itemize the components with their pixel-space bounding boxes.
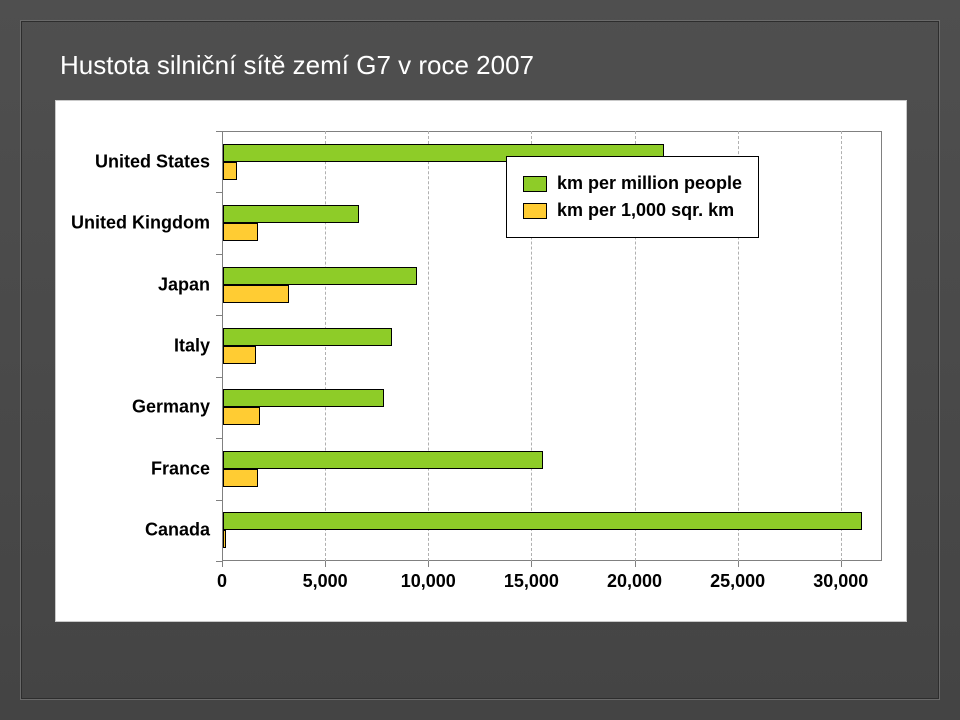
bar-km-per-million-people (223, 267, 417, 285)
gridline (841, 131, 842, 561)
x-tick-mark (428, 561, 429, 567)
bar-km-per-million-people (223, 512, 862, 530)
legend-swatch (523, 203, 547, 219)
bar-km-per-1000-sqkm (223, 346, 256, 364)
y-tick-mark (216, 500, 222, 501)
category-label: United States (95, 151, 210, 172)
y-tick-mark (216, 254, 222, 255)
x-tick-mark (841, 561, 842, 567)
y-tick-mark (216, 315, 222, 316)
x-tick-mark (222, 561, 223, 567)
legend-item: km per 1,000 sqr. km (523, 200, 742, 221)
bar-km-per-million-people (223, 205, 359, 223)
plot-border-top (222, 131, 882, 132)
category-label: Italy (174, 336, 210, 357)
x-tick-label: 20,000 (607, 571, 662, 592)
x-tick-mark (635, 561, 636, 567)
slide-background: Hustota silniční sítě zemí G7 v roce 200… (0, 0, 960, 720)
bar-km-per-1000-sqkm (223, 530, 226, 548)
y-tick-mark (216, 561, 222, 562)
chart-container: 0 5,000 10,000 15,000 20,000 25,000 30,000 Unit… (55, 100, 907, 622)
legend-label: km per million people (557, 173, 742, 194)
slide-title: Hustota silniční sítě zemí G7 v roce 200… (60, 50, 534, 81)
legend-item: km per million people (523, 173, 742, 194)
x-tick-label: 0 (217, 571, 227, 592)
bar-km-per-million-people (223, 389, 384, 407)
legend-label: km per 1,000 sqr. km (557, 200, 734, 221)
x-tick-mark (531, 561, 532, 567)
y-tick-mark (216, 131, 222, 132)
x-tick-mark (738, 561, 739, 567)
bar-km-per-1000-sqkm (223, 223, 258, 241)
x-tick-label: 30,000 (813, 571, 868, 592)
category-label: Germany (132, 397, 210, 418)
y-tick-mark (216, 192, 222, 193)
category-label: France (151, 458, 210, 479)
bar-km-per-million-people (223, 451, 543, 469)
bar-km-per-1000-sqkm (223, 407, 260, 425)
y-tick-mark (216, 377, 222, 378)
bar-km-per-1000-sqkm (223, 162, 237, 180)
category-label: United Kingdom (71, 213, 210, 234)
bar-km-per-1000-sqkm (223, 285, 289, 303)
bar-km-per-million-people (223, 328, 392, 346)
x-axis-line (222, 560, 882, 561)
gridline (325, 131, 326, 561)
gridline (428, 131, 429, 561)
x-tick-label: 5,000 (303, 571, 348, 592)
bar-km-per-1000-sqkm (223, 469, 258, 487)
plot-border-right (881, 131, 882, 561)
chart-legend: km per million people km per 1,000 sqr. k… (506, 156, 759, 238)
category-label: Canada (145, 520, 210, 541)
x-tick-label: 15,000 (504, 571, 559, 592)
x-tick-label: 10,000 (401, 571, 456, 592)
x-tick-mark (325, 561, 326, 567)
y-tick-mark (216, 438, 222, 439)
legend-swatch (523, 176, 547, 192)
x-tick-label: 25,000 (710, 571, 765, 592)
category-label: Japan (158, 274, 210, 295)
